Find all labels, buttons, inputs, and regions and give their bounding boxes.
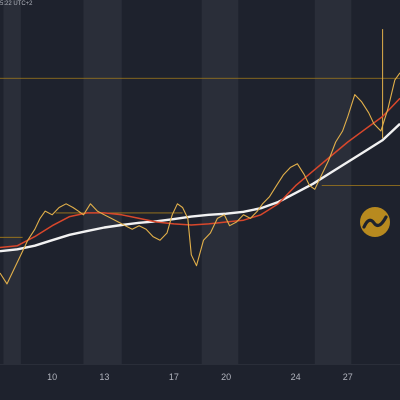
- weekend-band-1: [83, 0, 122, 364]
- x-tick-label-10: 10: [47, 372, 58, 382]
- x-tick-label-27: 27: [342, 372, 353, 382]
- x-tick-label-20: 20: [221, 372, 232, 382]
- series-line-fast_ma: [0, 97, 400, 249]
- watermark-logo-icon: [360, 207, 390, 237]
- x-tick-label-13: 13: [99, 372, 110, 382]
- weekend-band-0: [3, 0, 21, 364]
- chart-header-timestamp: 5:22 UTC+2: [0, 1, 33, 7]
- x-tick-label-24: 24: [290, 372, 301, 382]
- chart-plot-area[interactable]: [0, 0, 400, 364]
- series-line-slow_ma: [0, 122, 400, 253]
- x-tick-label-17: 17: [168, 372, 179, 382]
- series-line-price: [0, 72, 400, 285]
- weekend-band-3: [314, 0, 352, 364]
- x-axis[interactable]: 10 13 17 20 24 27: [0, 364, 400, 400]
- weekend-band-2: [201, 0, 239, 364]
